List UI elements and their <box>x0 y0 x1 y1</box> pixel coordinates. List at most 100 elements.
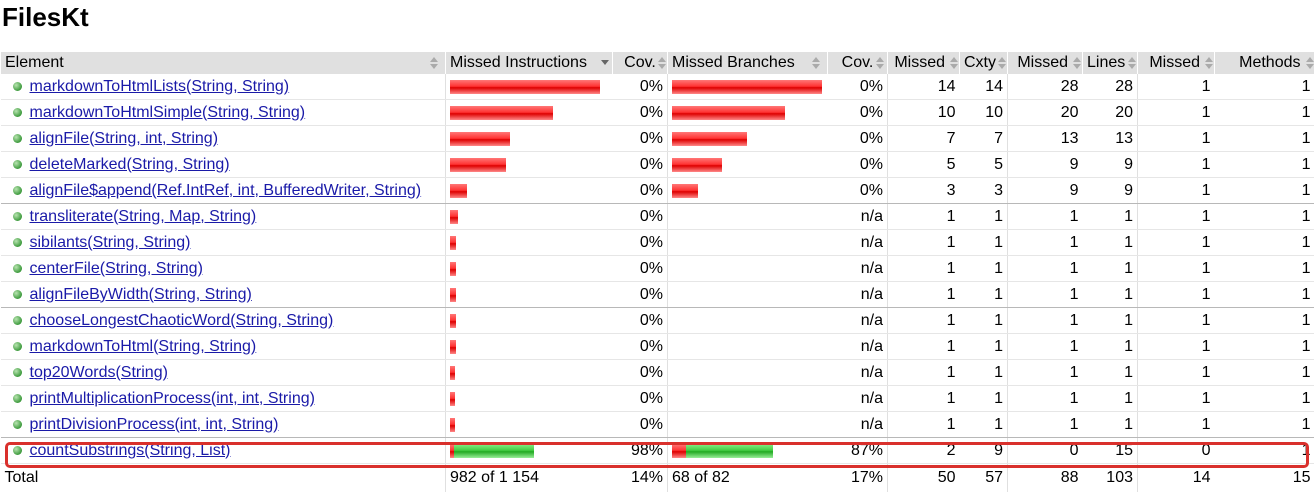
lines-cell: 15 <box>1082 437 1138 464</box>
method-status-icon <box>12 342 22 351</box>
missed-instructions-cell <box>445 281 613 308</box>
method-link[interactable]: chooseLongestChaoticWord(String, String) <box>29 311 334 329</box>
table-row: top20Words(String) 0% n/a 1 1 1 1 1 1 <box>0 359 1314 386</box>
method-link[interactable]: alignFile$append(Ref.IntRef, int, Buffer… <box>29 181 422 199</box>
missed-lines-cell: 1 <box>1007 203 1083 230</box>
missed-methods-cell: 1 <box>1137 281 1215 308</box>
table-row: transliterate(String, Map, String) 0% n/a 1… <box>0 203 1314 230</box>
method-status-icon <box>12 134 22 143</box>
missed-branches-cell-bar <box>672 443 824 458</box>
lines-cell: 1 <box>1082 307 1138 334</box>
branch-cov-cell: n/a <box>827 281 888 308</box>
method-status-icon <box>12 316 22 325</box>
methods-cell: 1 <box>1214 177 1314 204</box>
col-header-cxty[interactable]: Cxty <box>959 52 1008 74</box>
missed-bar <box>450 365 455 380</box>
lines-cell: 1 <box>1082 333 1138 360</box>
missed-branches-cell-bar <box>672 392 824 406</box>
missed-bar <box>450 287 456 302</box>
lines-cell: 1 <box>1082 411 1138 438</box>
missed-branches-cell <box>667 307 828 334</box>
col-header-instr-cov[interactable]: Cov. <box>612 52 668 74</box>
method-link[interactable]: transliterate(String, Map, String) <box>29 207 257 225</box>
missed-lines-cell: 0 <box>1007 437 1083 464</box>
col-header-missed-branches[interactable]: Missed Branches <box>667 52 828 74</box>
col-header-missed-cxty[interactable]: Missed <box>887 52 960 74</box>
lines-cell: 28 <box>1082 74 1138 100</box>
methods-cell: 1 <box>1214 229 1314 256</box>
instr-cov-cell: 0% <box>612 411 668 438</box>
covered-bar <box>686 443 773 458</box>
missed-instructions-cell-bar <box>450 183 609 198</box>
missed-instructions-cell <box>445 177 613 204</box>
missed-lines-cell: 1 <box>1007 281 1083 308</box>
method-link[interactable]: markdownToHtmlSimple(String, String) <box>29 103 306 121</box>
total-missed-lines: 88 <box>1007 463 1083 492</box>
missed-cxty-cell: 1 <box>887 255 960 282</box>
table-row: printMultiplicationProcess(int, int, Str… <box>0 385 1314 412</box>
missed-cxty-cell: 1 <box>887 385 960 412</box>
method-link[interactable]: alignFile(String, int, String) <box>29 129 219 147</box>
missed-lines-cell: 1 <box>1007 255 1083 282</box>
col-header-methods[interactable]: Methods <box>1214 52 1314 74</box>
missed-bar <box>450 339 456 354</box>
missed-cxty-cell: 1 <box>887 281 960 308</box>
col-header-missed-instructions[interactable]: Missed Instructions <box>445 52 613 74</box>
coverage-table: Element Missed Instructions Cov. Missed … <box>0 52 1314 492</box>
missed-instructions-cell-bar <box>450 417 609 432</box>
method-link[interactable]: printMultiplicationProcess(int, int, Str… <box>29 389 315 407</box>
branch-cov-cell: n/a <box>827 203 888 230</box>
missed-branches-cell <box>667 281 828 308</box>
method-link[interactable]: sibilants(String, String) <box>29 233 191 251</box>
missed-bar <box>450 391 455 406</box>
method-link[interactable]: markdownToHtml(String, String) <box>29 337 257 355</box>
col-header-branch-cov[interactable]: Cov. <box>827 52 888 74</box>
method-link[interactable]: countSubstrings(String, List) <box>29 441 231 459</box>
method-link[interactable]: deleteMarked(String, String) <box>29 155 230 173</box>
method-link[interactable]: alignFileByWidth(String, String) <box>29 285 252 303</box>
col-header-missed-instructions-label: Missed Instructions <box>450 54 587 71</box>
branch-cov-cell: n/a <box>827 229 888 256</box>
col-header-missed-methods[interactable]: Missed <box>1137 52 1215 74</box>
missed-cxty-cell: 1 <box>887 229 960 256</box>
table-row: countSubstrings(String, List) 98% 87% 2 9 0 15… <box>0 437 1314 464</box>
col-header-missed-lines[interactable]: Missed <box>1007 52 1083 74</box>
lines-cell: 9 <box>1082 177 1138 204</box>
branch-cov-cell: n/a <box>827 307 888 334</box>
method-link[interactable]: top20Words(String) <box>29 363 168 381</box>
element-cell-content: transliterate(String, Map, String) <box>5 208 442 226</box>
table-row: markdownToHtml(String, String) 0% n/a 1 1 1 1 1… <box>0 333 1314 360</box>
missed-branches-cell <box>667 151 828 178</box>
missed-methods-cell: 1 <box>1137 177 1215 204</box>
col-header-lines[interactable]: Lines <box>1082 52 1138 74</box>
methods-cell: 1 <box>1214 151 1314 178</box>
lines-cell: 1 <box>1082 359 1138 386</box>
method-status-icon <box>12 238 22 247</box>
method-link[interactable]: centerFile(String, String) <box>29 259 203 277</box>
element-cell-content: centerFile(String, String) <box>5 260 442 278</box>
total-lines: 103 <box>1082 463 1138 492</box>
method-status-icon <box>12 264 22 273</box>
col-header-instr-cov-label: Cov. <box>624 54 656 71</box>
missed-bar <box>672 105 785 120</box>
method-link[interactable]: markdownToHtmlLists(String, String) <box>29 77 290 95</box>
element-cell-content: countSubstrings(String, List) <box>5 442 442 460</box>
sort-icon <box>430 57 438 69</box>
missed-methods-cell: 1 <box>1137 74 1215 100</box>
cxty-cell: 1 <box>959 411 1008 438</box>
missed-instructions-cell-bar <box>450 287 609 302</box>
branch-cov-cell: n/a <box>827 255 888 282</box>
missed-bar <box>450 209 458 224</box>
instr-cov-cell: 0% <box>612 125 668 152</box>
methods-cell: 1 <box>1214 385 1314 412</box>
missed-branches-cell-bar <box>672 314 824 328</box>
branch-cov-cell: 0% <box>827 125 888 152</box>
instr-cov-cell: 0% <box>612 99 668 126</box>
missed-methods-cell: 1 <box>1137 333 1215 360</box>
method-link[interactable]: printDivisionProcess(int, int, String) <box>29 415 279 433</box>
lines-cell: 1 <box>1082 203 1138 230</box>
col-header-element[interactable]: Element <box>0 52 446 74</box>
branch-cov-cell: n/a <box>827 411 888 438</box>
missed-instructions-cell-bar <box>450 131 609 146</box>
covered-bar <box>454 443 534 458</box>
